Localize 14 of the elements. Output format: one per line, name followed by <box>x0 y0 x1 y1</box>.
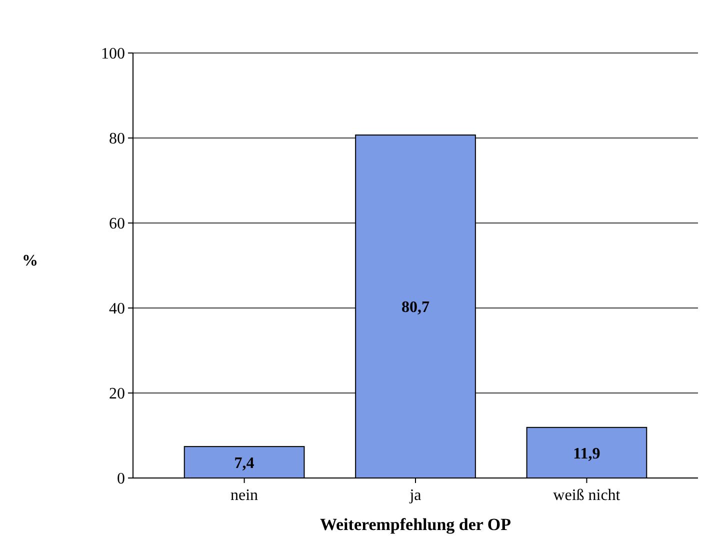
data-label: 80,7 <box>402 299 430 316</box>
x-tick-label: weiß nicht <box>553 487 621 504</box>
x-tick-label: ja <box>408 487 422 504</box>
y-tick-label: 80 <box>109 130 125 148</box>
x-tick-label: nein <box>230 487 258 504</box>
y-tick-label: 100 <box>101 46 125 63</box>
y-tick-label: 40 <box>109 300 125 318</box>
y-axis-title: % <box>22 252 38 270</box>
data-label: 7,4 <box>234 454 254 472</box>
y-tick-label: 0 <box>117 470 125 488</box>
y-tick-label: 20 <box>109 386 125 403</box>
data-label: 11,9 <box>573 445 600 462</box>
y-tick-label: 60 <box>109 216 125 233</box>
x-axis-title: Weiterempfehlung der OP <box>320 515 512 534</box>
